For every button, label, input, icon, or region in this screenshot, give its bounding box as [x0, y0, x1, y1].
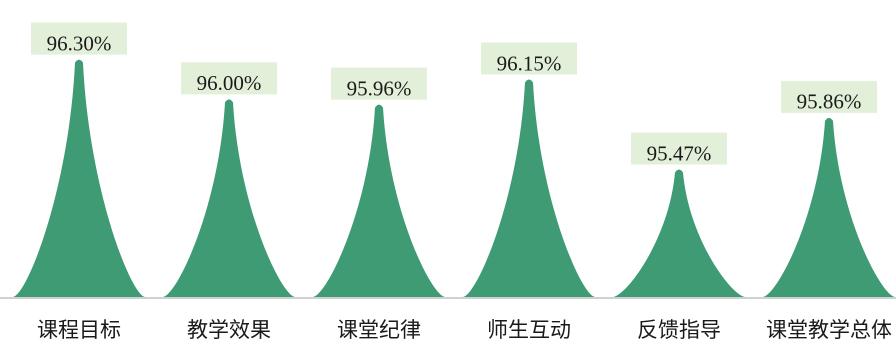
data-label-3: 95.96%: [347, 76, 412, 100]
data-label-1: 96.30%: [47, 31, 112, 55]
bar-1: [13, 59, 145, 298]
category-label-5: 反馈指导: [637, 318, 721, 342]
chart-marks: [13, 59, 895, 298]
chart-labels: 96.30% 课程目标 96.00% 教学效果 95.96% 课堂纪律 96.15% 师生互动…: [31, 22, 892, 342]
category-label-6: 课堂教学总体: [766, 318, 892, 342]
category-label-4: 师生互动: [487, 318, 571, 342]
bar-6: [763, 117, 895, 298]
bar-3: [313, 104, 445, 298]
data-label-bg-5: [631, 132, 727, 165]
data-label-bg-2: [181, 62, 277, 95]
bar-2: [163, 99, 295, 298]
data-label-4: 96.15%: [497, 51, 562, 75]
data-label-bg-4: [481, 42, 577, 75]
data-label-bg-6: [781, 80, 877, 113]
data-label-bg-3: [331, 67, 427, 100]
data-label-2: 96.00%: [197, 71, 262, 95]
bar-4: [463, 79, 595, 298]
data-label-bg-1: [31, 22, 127, 55]
bar-5: [613, 169, 745, 298]
category-label-3: 课堂纪律: [337, 318, 421, 342]
category-label-2: 教学效果: [187, 318, 271, 342]
data-label-6: 95.86%: [797, 90, 862, 114]
category-label-1: 课程目标: [37, 318, 121, 342]
data-label-5: 95.47%: [647, 141, 712, 165]
